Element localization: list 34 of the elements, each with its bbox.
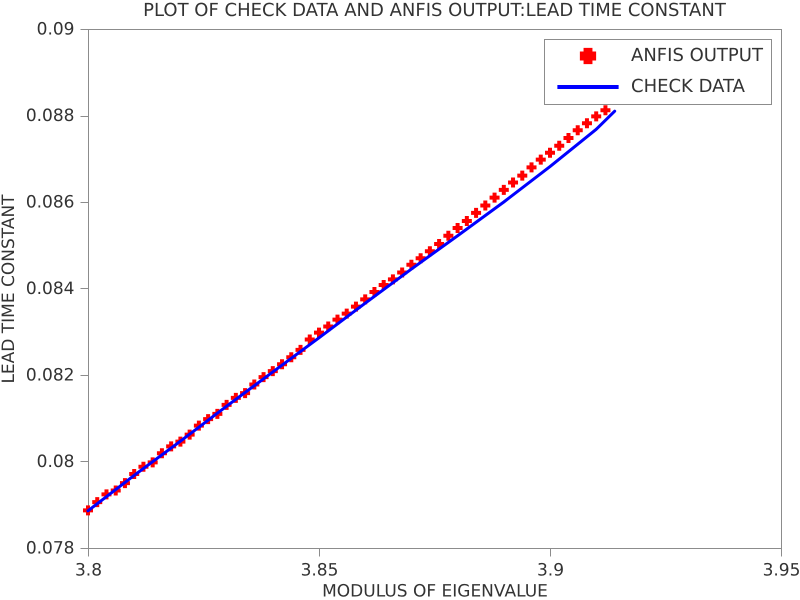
point (600, 105, 610, 116)
y-tick-label: 0.078 (26, 538, 74, 558)
x-tick-label: 3.8 (74, 560, 102, 580)
y-tick-label: 0.088 (26, 106, 74, 126)
point (508, 178, 518, 188)
point (582, 118, 592, 128)
point (526, 162, 537, 172)
point (490, 192, 500, 203)
x-axis-title: MODULUS OF EIGENVALUE (322, 582, 548, 600)
y-tick-label: 0.082 (26, 366, 74, 386)
point (572, 125, 583, 136)
point (563, 132, 574, 143)
x-tick-label: 3.85 (300, 560, 338, 580)
y-tick-label: 0.09 (36, 20, 74, 40)
point (591, 111, 602, 122)
y-tick-label: 0.08 (36, 452, 74, 472)
point (471, 208, 482, 218)
point (536, 154, 546, 165)
y-tick-label: 0.084 (26, 279, 74, 299)
y-tick-label: 0.086 (26, 192, 74, 212)
chart-title: PLOT OF CHECK DATA AND ANFIS OUTPUT:LEAD TIME CONSTANT (143, 0, 727, 21)
point (480, 200, 490, 210)
y-axis-title: LEAD TIME CONSTANT (0, 194, 19, 384)
point (452, 222, 463, 233)
point (498, 184, 509, 195)
x-tick-label: 3.9 (536, 560, 564, 580)
point (443, 230, 454, 241)
point (462, 216, 472, 226)
point (554, 140, 564, 151)
legend-label: CHECK DATA (631, 76, 746, 97)
point (517, 170, 528, 181)
legend-label: ANFIS OUTPUT (631, 45, 764, 66)
x-tick-label: 3.95 (762, 560, 800, 580)
point (545, 148, 555, 158)
